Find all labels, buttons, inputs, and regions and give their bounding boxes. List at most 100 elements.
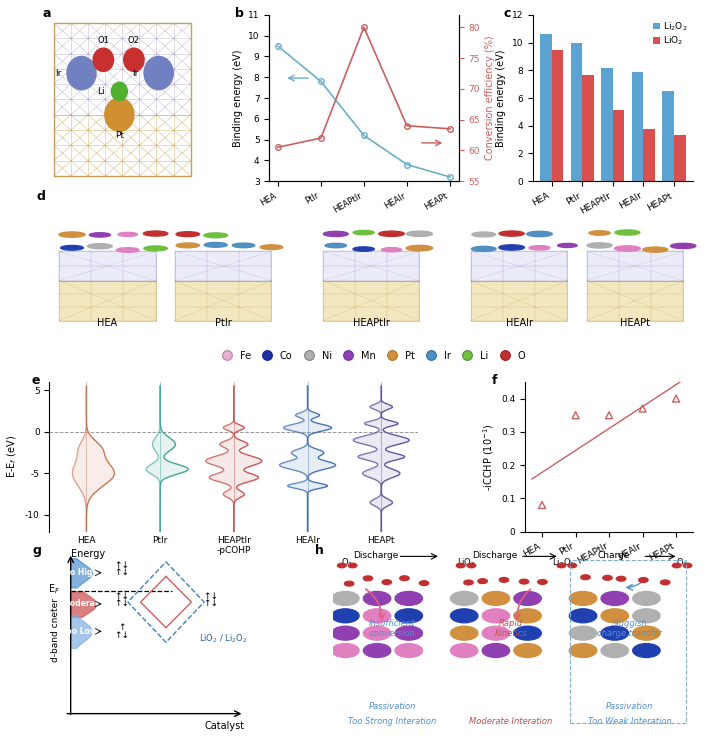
Text: Ir: Ir [54,69,61,77]
Text: Too Strong Interation: Too Strong Interation [348,717,436,726]
Text: Too High: Too High [60,568,98,577]
Text: d-band cneter: d-band cneter [52,597,60,662]
Circle shape [450,644,478,658]
Circle shape [568,563,576,568]
Point [537,499,548,511]
Y-axis label: -iCCHP (10$^{-1}$): -iCCHP (10$^{-1}$) [481,423,496,491]
FancyBboxPatch shape [471,251,568,281]
Text: Passivation: Passivation [368,702,416,711]
Circle shape [323,232,349,236]
Circle shape [204,242,227,247]
Circle shape [450,609,478,623]
Text: PtIr: PtIr [215,319,232,329]
Circle shape [527,231,552,237]
Circle shape [204,233,228,238]
Y-axis label: Binding energy (eV): Binding energy (eV) [496,49,506,147]
Circle shape [88,244,112,249]
Circle shape [514,627,542,640]
Circle shape [464,580,473,585]
Circle shape [660,580,670,585]
Point [637,402,648,414]
Circle shape [93,48,114,72]
Circle shape [671,244,696,249]
Text: O1: O1 [98,36,110,45]
FancyBboxPatch shape [587,251,683,281]
Circle shape [118,232,138,236]
Circle shape [672,563,681,568]
Text: E$_F$: E$_F$ [48,583,60,596]
Circle shape [482,627,510,640]
Circle shape [450,627,478,640]
Circle shape [395,627,423,640]
Circle shape [363,609,391,623]
Circle shape [124,48,144,72]
Text: Ir: Ir [132,69,139,77]
Y-axis label: Binding energy (eV): Binding energy (eV) [233,49,243,147]
Text: Too Weak Interation: Too Weak Interation [588,717,672,726]
Text: Energy: Energy [71,549,105,559]
Text: HEA: HEA [98,319,117,329]
Circle shape [363,644,391,658]
Text: Pt: Pt [115,131,124,140]
Circle shape [337,563,346,568]
Text: LiO$_2$ / Li$_2$O$_2$: LiO$_2$ / Li$_2$O$_2$ [199,633,247,645]
FancyBboxPatch shape [175,281,271,320]
Circle shape [514,644,542,658]
FancyBboxPatch shape [471,281,568,320]
Circle shape [144,246,168,251]
Legend: Li$_2$O$_2$, LiO$_2$: Li$_2$O$_2$, LiO$_2$ [652,19,689,48]
Circle shape [633,644,660,658]
Circle shape [589,231,610,235]
FancyBboxPatch shape [323,281,419,320]
Circle shape [67,57,96,89]
Circle shape [395,644,423,658]
Text: a: a [42,7,51,19]
Circle shape [472,247,496,252]
Text: b: b [235,7,244,19]
Circle shape [379,231,404,236]
Text: ↑: ↑ [118,623,125,633]
Circle shape [105,98,134,131]
Text: ↑↓: ↑↓ [114,630,129,639]
Point [670,393,682,405]
Text: ↑↓: ↑↓ [114,592,129,601]
FancyBboxPatch shape [59,281,156,320]
Circle shape [111,82,127,101]
FancyBboxPatch shape [175,251,271,281]
Text: c: c [504,7,511,19]
Circle shape [603,575,612,580]
Bar [583,75,594,181]
Text: Insufficient
conversion: Insufficient conversion [369,618,416,638]
Text: f: f [492,375,497,387]
Circle shape [260,245,283,250]
Text: Discharge: Discharge [472,551,518,560]
Circle shape [332,644,359,658]
Circle shape [144,57,173,89]
Point [604,409,615,421]
Text: Charge: Charge [597,551,630,560]
FancyBboxPatch shape [59,251,156,281]
Circle shape [354,230,374,235]
Bar [601,68,613,181]
Legend: Fe, Co, Ni, Mn, Pt, Ir, Li, O: Fe, Co, Ni, Mn, Pt, Ir, Li, O [216,350,526,362]
Text: HEAIr: HEAIr [506,319,532,329]
Circle shape [499,577,508,583]
Circle shape [478,579,487,583]
Circle shape [482,609,510,623]
Circle shape [538,580,547,584]
Circle shape [456,563,465,568]
Circle shape [520,579,529,584]
Circle shape [344,581,354,586]
Circle shape [643,247,668,253]
Text: HEAPt: HEAPt [620,319,650,329]
Circle shape [569,627,597,640]
Bar [551,49,563,181]
Circle shape [90,232,110,237]
Y-axis label: E-E$_f$ (eV): E-E$_f$ (eV) [6,435,20,478]
Circle shape [382,247,402,252]
Circle shape [499,231,524,236]
Circle shape [176,232,199,237]
Text: h: h [315,544,324,557]
Circle shape [144,231,168,236]
Circle shape [580,575,590,580]
